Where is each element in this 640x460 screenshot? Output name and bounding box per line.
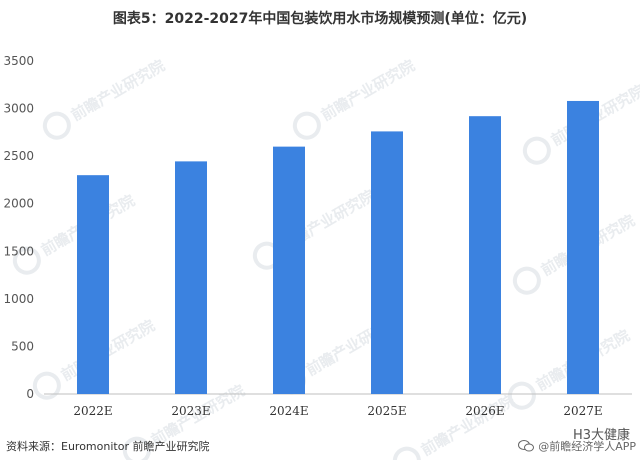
watermark-logo (507, 381, 536, 410)
watermark-logo (122, 436, 151, 460)
watermark: 前瞻产业研究院 (42, 56, 168, 140)
y-tick-label: 1000 (3, 292, 34, 306)
bar (567, 100, 599, 395)
bar (469, 116, 501, 394)
x-axis: 2022E 2023E 2024E 2025E 2026E 2027E (73, 404, 602, 418)
x-tick-label: 2026E (465, 404, 504, 418)
watermark-logo (42, 111, 71, 140)
bar (371, 131, 403, 395)
watermark: 前瞻产业研究院 (252, 186, 378, 270)
bar (175, 161, 207, 394)
y-tick-label: 3500 (3, 54, 34, 68)
watermark: 前瞻产业研究院 (392, 391, 518, 460)
brand-label: H3大健康 (572, 428, 630, 443)
x-tick-label: 2025E (367, 404, 406, 418)
watermark-logo (392, 446, 421, 460)
x-tick-label: 2024E (269, 404, 308, 418)
bar (77, 175, 109, 394)
y-tick-label: 2000 (3, 197, 34, 211)
watermark-logo (12, 246, 41, 275)
watermark-text: 前瞻产业研究院 (418, 391, 518, 459)
y-tick-label: 500 (11, 339, 34, 353)
watermark-logo (32, 371, 61, 400)
watermark-text: 前瞻产业研究院 (68, 56, 168, 124)
x-tick-label: 2023E (171, 404, 210, 418)
y-tick-label: 0 (26, 387, 34, 401)
source-note: 资料来源：Euromonitor 前瞻产业研究院 (6, 440, 210, 453)
watermark-logo (292, 111, 321, 140)
watermark-text: 前瞻产业研究院 (318, 56, 418, 124)
y-tick-label: 2500 (3, 149, 34, 163)
bar-series (77, 100, 599, 395)
credit-text: @前瞻经济学人APP (538, 440, 636, 453)
chart-title: 图表5：2022-2027年中国包装饮用水市场规模预测(单位：亿元) (112, 11, 528, 27)
y-tick-label: 3000 (3, 102, 34, 116)
wechat-icon (518, 440, 535, 452)
x-tick-label: 2027E (563, 404, 602, 418)
footer-credit: @前瞻经济学人APP (518, 438, 636, 454)
y-tick-label: 1500 (3, 244, 34, 258)
watermark-logo (522, 136, 551, 165)
y-axis: 0 500 1000 1500 2000 2500 3000 3500 (3, 54, 34, 401)
bar (273, 146, 305, 394)
x-tick-label: 2022E (73, 404, 112, 418)
watermark-logo (512, 266, 541, 295)
watermark: 前瞻产业研究院 (292, 56, 418, 140)
